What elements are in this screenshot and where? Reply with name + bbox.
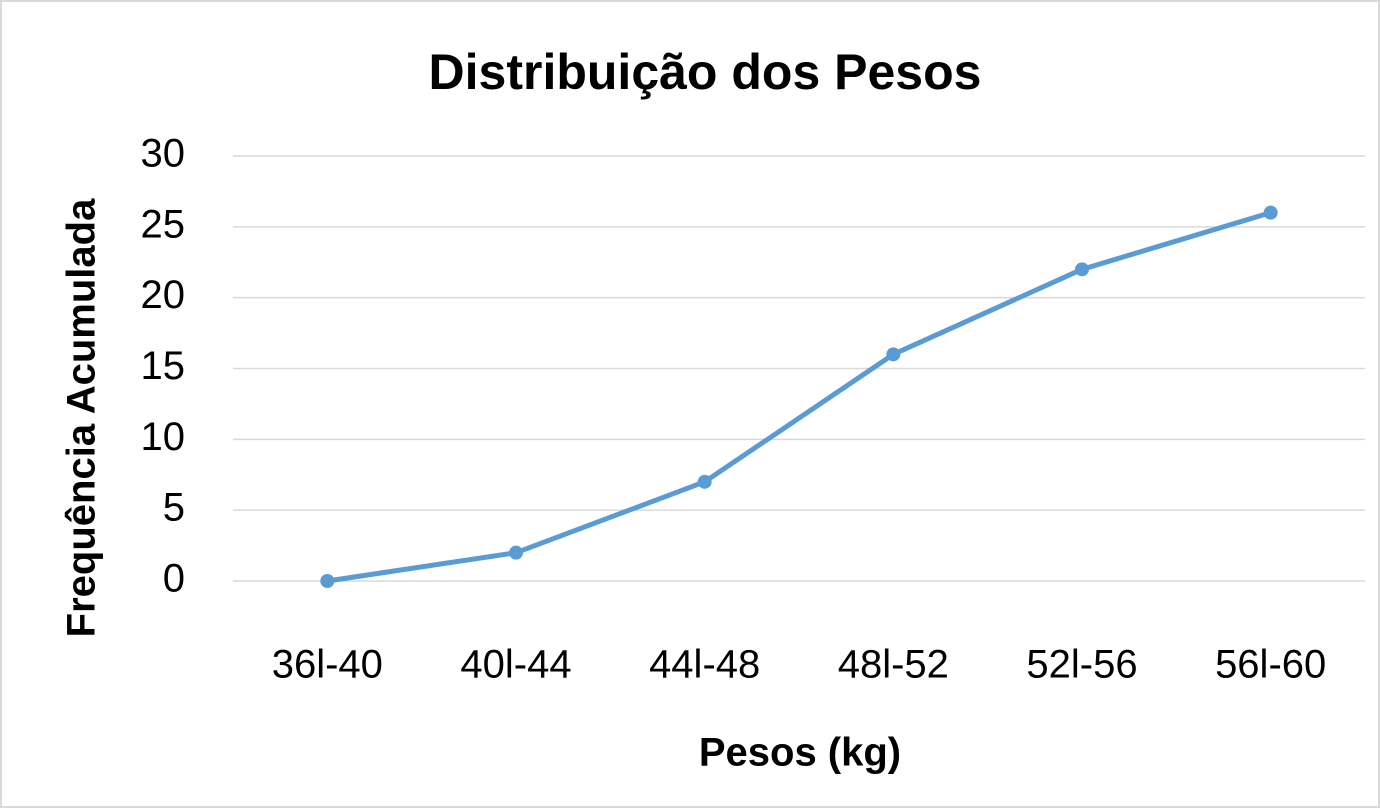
y-tick-label: 25 (141, 202, 186, 246)
marker (1263, 205, 1278, 220)
x-tick-label: 48l-52 (838, 643, 949, 687)
y-tick-label: 0 (163, 557, 185, 601)
marker (1075, 262, 1089, 277)
y-tick-label: 30 (141, 132, 186, 176)
x-tick-label: 40l-44 (460, 643, 571, 687)
x-tick-label: 36l-40 (272, 643, 383, 687)
x-tick-label: 52l-56 (1026, 643, 1137, 687)
y-tick-label: 20 (141, 273, 186, 317)
chart-title: Distribuição dos Pesos (429, 44, 982, 100)
y-tick-label: 15 (141, 344, 186, 388)
line (326, 210, 1272, 584)
marker (509, 545, 523, 560)
y-tick-label: 5 (163, 486, 185, 530)
marker (697, 474, 712, 489)
x-tick-label: 44l-48 (649, 643, 760, 687)
marker (886, 347, 901, 362)
x-tick-label: 56l-60 (1215, 643, 1326, 687)
y-tick-label: 10 (141, 415, 186, 459)
x-axis-title: Pesos (kg) (699, 731, 901, 775)
marker (320, 574, 335, 588)
y-axis-title: Frequência Acumulada (60, 198, 104, 637)
